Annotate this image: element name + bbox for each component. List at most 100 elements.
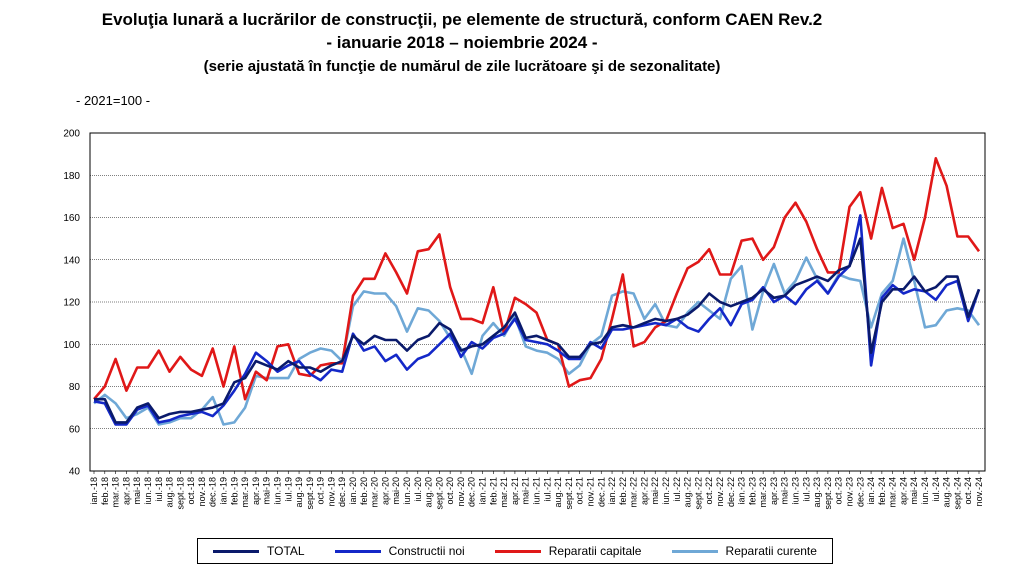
x-tick-label: iul.-18 [154, 477, 164, 502]
legend-label-reparatii-capitale: Reparatii capitale [548, 544, 642, 558]
x-tick-label: mai-21 [521, 477, 531, 505]
legend-label-total: TOTAL [267, 544, 305, 558]
legend: TOTAL Constructii noi Reparatii capitale… [197, 538, 833, 564]
y-tick-label: 140 [63, 255, 80, 266]
x-tick-label: apr.-20 [380, 477, 390, 505]
x-tick-label: feb.-20 [359, 477, 369, 505]
x-tick-label: sept.-21 [564, 477, 574, 510]
legend-label-reparatii-curente: Reparatii curente [725, 544, 817, 558]
x-tick-label: mar.-24 [888, 477, 898, 508]
chart-period: - ianuarie 2018 – noiembrie 2024 - [326, 33, 598, 52]
x-tick-label: feb.-23 [747, 477, 757, 505]
x-tick-label: sept.-22 [693, 477, 703, 510]
x-tick-label: mar.-21 [499, 477, 509, 508]
x-tick-label: dec.-22 [726, 477, 736, 507]
grid-lines [90, 174, 985, 430]
x-tick-label: nov.-19 [326, 477, 336, 506]
y-tick-label: 200 [63, 129, 80, 140]
x-tick-label: mar.-23 [758, 477, 768, 508]
x-tick-label: sept.-19 [305, 477, 315, 510]
x-tick-label: iul.-21 [542, 477, 552, 502]
x-tick-label: mar.-18 [111, 477, 121, 508]
x-tick-label: feb.-18 [100, 477, 110, 505]
chart-title: Evoluţia lunară a lucrărilor de construc… [101, 10, 823, 29]
x-tick-label: dec.-21 [596, 477, 606, 507]
x-tick-label: feb.-22 [618, 477, 628, 505]
x-tick-label: apr.-18 [121, 477, 131, 505]
chart-subtitle: (serie ajustată în funcţie de numărul de… [203, 58, 721, 75]
x-tick-label: iul.-24 [931, 477, 941, 502]
x-tick-label: ian.-18 [89, 477, 99, 505]
legend-swatch-constructii-noi [334, 549, 381, 553]
x-tick-label: ian.-21 [478, 477, 488, 505]
x-tick-label: aug.-20 [424, 477, 434, 508]
x-tick-label: nov.-21 [585, 477, 595, 506]
x-tick-label: sept.-20 [434, 477, 444, 510]
x-tick-label: oct.-22 [704, 477, 714, 505]
x-tick-label: aug.-21 [553, 477, 563, 508]
x-tick-label: mar.-20 [370, 477, 380, 508]
x-tick-label: apr.-19 [251, 477, 261, 505]
x-tick-label: nov.-22 [715, 477, 725, 506]
x-tick-label: oct.-18 [186, 477, 196, 505]
x-tick-label: aug.-24 [942, 477, 952, 508]
y-tick-label: 80 [69, 382, 81, 393]
x-tick-label: mar.-19 [240, 477, 250, 508]
legend-item-total: TOTAL [213, 544, 305, 558]
x-tick-label: mai-24 [909, 477, 919, 505]
x-tick-label: dec.-19 [337, 477, 347, 507]
legend-label-constructii-noi: Constructii noi [388, 544, 465, 558]
x-tick-label: sept.-23 [823, 477, 833, 510]
x-tick-label: nov.-23 [844, 477, 854, 506]
plot-area [89, 132, 986, 472]
y-tick-label: 40 [69, 467, 81, 478]
x-tick-label: feb.-19 [229, 477, 239, 505]
x-tick-label: apr.-22 [639, 477, 649, 505]
y-tick-label: 100 [63, 340, 80, 351]
x-tick-label: ian.-23 [737, 477, 747, 505]
x-tick-label: aug.-23 [812, 477, 822, 508]
x-tick-label: sept.-24 [952, 477, 962, 510]
legend-swatch-total [213, 549, 260, 553]
x-tick-label: iul.-23 [801, 477, 811, 502]
x-tick-label: apr.-21 [510, 477, 520, 505]
x-tick-label: ian.-22 [607, 477, 617, 505]
x-tick-label: iun.-22 [661, 477, 671, 505]
legend-swatch-reparatii-capitale [494, 549, 541, 553]
x-tick-label: aug.-19 [294, 477, 304, 508]
y-tick-label: 60 [69, 424, 81, 435]
x-tick-label: iun.-18 [143, 477, 153, 505]
x-tick-label: mai-20 [391, 477, 401, 505]
x-tick-label: apr.-23 [769, 477, 779, 505]
x-tick-label: mai-23 [780, 477, 790, 505]
x-tick-label: iun.-19 [272, 477, 282, 505]
series-line-total [94, 237, 981, 424]
x-tick-label: dec.-23 [855, 477, 865, 507]
x-tick-label: mai-22 [650, 477, 660, 505]
y-tick-label: 120 [63, 298, 80, 309]
x-tick-label: mai-19 [262, 477, 272, 505]
x-tick-label: mai-18 [132, 477, 142, 505]
legend-item-constructii-noi: Constructii noi [334, 544, 465, 558]
x-tick-label: sept.-18 [175, 477, 185, 510]
x-tick-label: iun.-21 [532, 477, 542, 505]
x-tick-label: oct.-19 [316, 477, 326, 505]
x-tick-label: oct.-20 [445, 477, 455, 505]
x-tick-label: oct.-24 [963, 477, 973, 505]
x-tick-label: dec.-20 [467, 477, 477, 507]
x-tick-label: iul.-22 [672, 477, 682, 502]
x-tick-label: nov.-20 [456, 477, 466, 506]
series-line-constructii-noi [93, 214, 981, 426]
x-tick-label: iun.-24 [920, 477, 930, 505]
x-tick-label: iul.-19 [283, 477, 293, 502]
y-tick-label: 160 [63, 213, 80, 224]
x-tick-label: mar.-22 [629, 477, 639, 508]
x-tick-label: iun.-23 [791, 477, 801, 505]
x-tick-label: aug.-18 [165, 477, 175, 508]
series-lines [93, 157, 981, 426]
legend-item-reparatii-curente: Reparatii curente [671, 544, 817, 558]
x-tick-label: ian.-20 [348, 477, 358, 505]
x-tick-label: apr.-24 [898, 477, 908, 505]
legend-swatch-reparatii-curente [671, 549, 718, 553]
